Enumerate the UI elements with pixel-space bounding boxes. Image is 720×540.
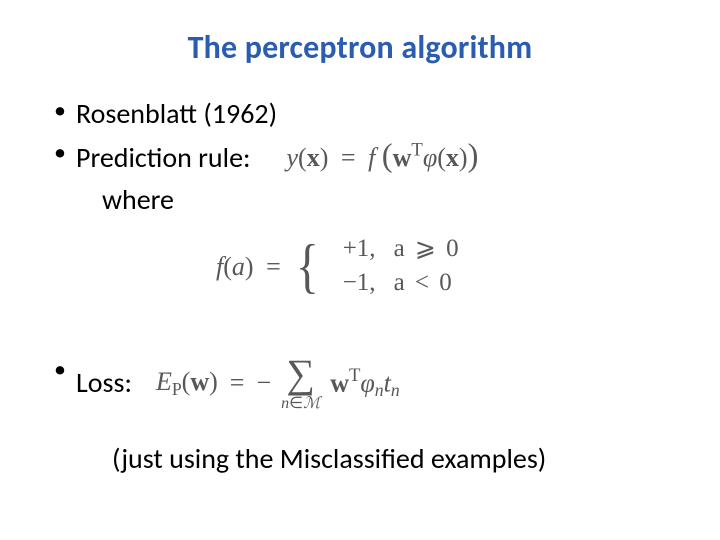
eq-fa-c2-rel: < xyxy=(415,269,429,296)
eq-loss-sub-n: n xyxy=(281,395,289,412)
eq-fa-c2-a: a xyxy=(394,269,405,296)
eq-fa-eq: = xyxy=(266,252,281,281)
eq-loss-eq: = xyxy=(230,365,245,400)
eq-fa-c1-rel: ⩾ xyxy=(415,235,436,262)
eq-loss-sub-in: ∈ xyxy=(289,395,303,412)
eq-yx-x2: x xyxy=(446,143,459,172)
equation-yx: y(x) = f (wTφ(x)) xyxy=(287,135,479,179)
eq-fa-c1-a: a xyxy=(394,235,405,262)
eq-yx-f: f xyxy=(368,143,375,172)
eq-yx-T: T xyxy=(411,140,422,161)
eq-fa-c2-rhs: 0 xyxy=(439,269,452,296)
bullet-prediction-text: Prediction rule: xyxy=(76,139,251,177)
brace-icon: { xyxy=(296,241,319,292)
bullet-rosenblatt: Rosenblatt (1962) xyxy=(50,95,680,133)
eq-fa-c2-val: −1, xyxy=(332,266,376,300)
eq-loss-E: E xyxy=(156,367,172,396)
eq-fa-c1-rhs: 0 xyxy=(446,235,459,262)
eq-loss-phin: n xyxy=(375,380,384,400)
bullet-prediction-rule: Prediction rule: y(x) = f (wTφ(x)) where… xyxy=(50,137,680,300)
slide: The perceptron algorithm Rosenblatt (196… xyxy=(0,0,720,540)
eq-yx-eq: = xyxy=(341,143,356,172)
sum-icon: ∑ n∈ℳ xyxy=(281,354,320,412)
bullet-list: Rosenblatt (1962) Prediction rule: y(x) … xyxy=(50,95,680,478)
bullet-loss: Loss: EP(w) = − ∑ n∈ℳ wTφntn xyxy=(50,354,680,478)
eq-loss-neg: − xyxy=(256,365,271,400)
where-label: where xyxy=(102,181,680,219)
eq-loss-tn: n xyxy=(391,380,400,400)
eq-yx-phi: φ xyxy=(423,143,437,172)
eq-loss-P: P xyxy=(172,379,182,399)
slide-title: The perceptron algorithm xyxy=(40,28,680,67)
eq-fa-cases: +1, a ⩾ 0 −1, a < 0 xyxy=(332,232,459,300)
bullet-loss-text: Loss: xyxy=(76,364,132,402)
eq-yx-w: w xyxy=(393,143,412,172)
eq-yx-x: x xyxy=(307,143,320,172)
bullet-rosenblatt-text: Rosenblatt (1962) xyxy=(76,96,277,131)
eq-loss-warg: w xyxy=(190,367,209,396)
eq-yx-y: y xyxy=(287,143,299,172)
equation-loss: EP(w) = − ∑ n∈ℳ wTφntn xyxy=(156,354,400,412)
caption-text: (just using the Misclassified examples) xyxy=(112,440,680,478)
eq-loss-t: t xyxy=(384,368,391,397)
equation-fa: f(a) = { +1, a ⩾ 0 −1, xyxy=(216,232,680,300)
eq-loss-T: T xyxy=(349,365,360,386)
eq-fa-c1-val: +1, xyxy=(332,232,376,266)
eq-loss-w: w xyxy=(330,368,349,397)
eq-loss-phi: φ xyxy=(360,368,374,397)
eq-fa-a: a xyxy=(232,252,245,281)
eq-loss-sub-M: ℳ xyxy=(303,395,320,412)
